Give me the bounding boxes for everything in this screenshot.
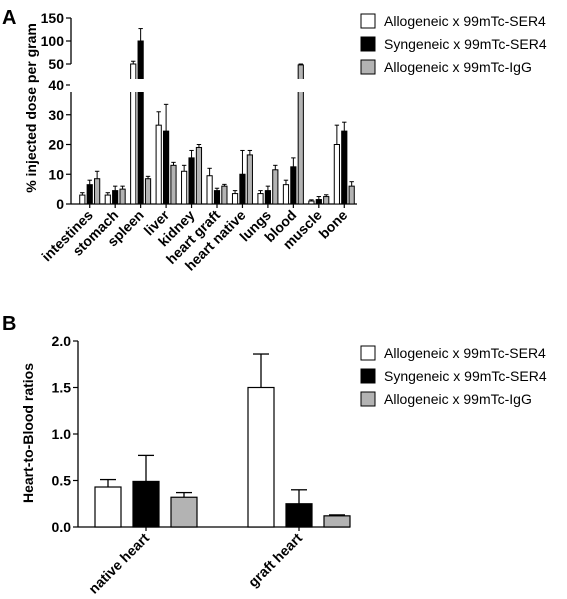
chart-b-bar — [323, 515, 351, 528]
chart-a-bar — [170, 164, 177, 205]
legend-swatch — [360, 368, 376, 384]
chart-a-y-tick-label: 150 — [41, 10, 65, 26]
chart-b-x-tick-label: graft heart — [245, 530, 306, 591]
chart-a-y-tick-label: 10 — [48, 166, 64, 182]
chart-a-bar — [144, 178, 152, 205]
chart-b-y-tick-label: 2.0 — [52, 333, 72, 349]
legend-swatch — [360, 36, 376, 52]
chart-a-y-axis-label: % injected dose per gram — [23, 23, 39, 193]
chart-a-bar — [181, 170, 188, 205]
chart-b-bar — [285, 503, 313, 528]
chart-a-bar — [188, 157, 195, 205]
chart-a-bar — [221, 185, 228, 205]
chart-a-bar — [162, 130, 170, 205]
chart-b-bar — [94, 486, 122, 528]
chart-a-legend: Allogeneic x 99mTc-SER4 Syngeneic x 99mTc… — [360, 13, 547, 75]
chart-a-y-tick-label: 20 — [48, 137, 64, 153]
chart-a-y-tick-label: 40 — [48, 77, 64, 93]
legend-swatch — [360, 59, 376, 75]
chart-b-bar — [132, 480, 160, 528]
chart-a-axis-break — [70, 79, 358, 92]
chart-b-bar — [170, 496, 198, 528]
chart-a-bar — [206, 175, 213, 205]
chart-a-bar — [239, 173, 246, 205]
chart-a-bar — [264, 190, 272, 205]
legend-swatch — [360, 13, 376, 29]
legend-label: Allogeneic x 99mTc-IgG — [384, 59, 532, 75]
chart-a-bar — [137, 40, 144, 205]
chart-a-bar — [231, 193, 239, 205]
chart-a-y-tick-label: 0 — [56, 196, 64, 212]
legend-label: Syngeneic x 99mTc-SER4 — [384, 36, 547, 52]
chart-a-bar — [155, 124, 162, 205]
chart-a-bar — [94, 178, 101, 205]
legend-swatch — [360, 345, 376, 361]
panel-b-letter: B — [2, 313, 16, 335]
chart-a-bar — [341, 130, 348, 205]
chart-a: % injected dose per gram Allogeneic x 99… — [23, 10, 547, 274]
chart-a-y-tick-label: 100 — [41, 33, 65, 49]
panel-a-letter: A — [2, 7, 16, 29]
chart-a-bar — [79, 194, 86, 205]
chart-a-bar — [282, 184, 290, 205]
chart-b-y-axis-label: Heart-to-Blood ratios — [20, 363, 36, 503]
chart-a-bar — [104, 194, 111, 205]
legend-label: Syngeneic x 99mTc-SER4 — [384, 368, 547, 384]
chart-a-bar — [195, 146, 203, 205]
chart-a-bar — [86, 184, 93, 205]
chart-a-bar — [315, 199, 322, 205]
chart-a-bar — [348, 185, 355, 205]
legend-label: Allogeneic x 99mTc-SER4 — [384, 345, 546, 361]
chart-a-bar — [112, 190, 119, 205]
chart-a-bar — [323, 196, 330, 205]
chart-a-bar — [308, 200, 315, 205]
chart-a-bar — [290, 166, 297, 205]
chart-b: Heart-to-Blood ratios Allogeneic x 99mTc… — [20, 333, 547, 597]
legend-label: Allogeneic x 99mTc-SER4 — [384, 13, 546, 29]
chart-a-bar — [272, 169, 279, 205]
legend-label: Allogeneic x 99mTc-IgG — [384, 391, 532, 407]
chart-b-y-tick-label: 0.0 — [52, 519, 72, 535]
chart-a-y-tick-label: 30 — [48, 107, 64, 123]
chart-a-x-tick-label: bone — [315, 207, 350, 242]
chart-b-y-tick-label: 1.0 — [52, 426, 72, 442]
chart-b-legend: Allogeneic x 99mTc-SER4 Syngeneic x 99mTc… — [360, 345, 547, 407]
chart-b-x-tick-label: native heart — [85, 530, 152, 597]
chart-a-bar — [333, 144, 340, 205]
chart-a-y-tick-label: 50 — [48, 56, 64, 72]
chart-b-bar — [247, 386, 275, 528]
chart-a-bar — [246, 154, 253, 205]
chart-b-y-tick-label: 1.5 — [52, 380, 72, 396]
chart-a-bar — [119, 188, 126, 205]
chart-a-bar — [257, 193, 264, 205]
chart-b-y-tick-label: 0.5 — [52, 473, 72, 489]
chart-a-bar — [213, 190, 221, 205]
legend-swatch — [360, 391, 376, 407]
